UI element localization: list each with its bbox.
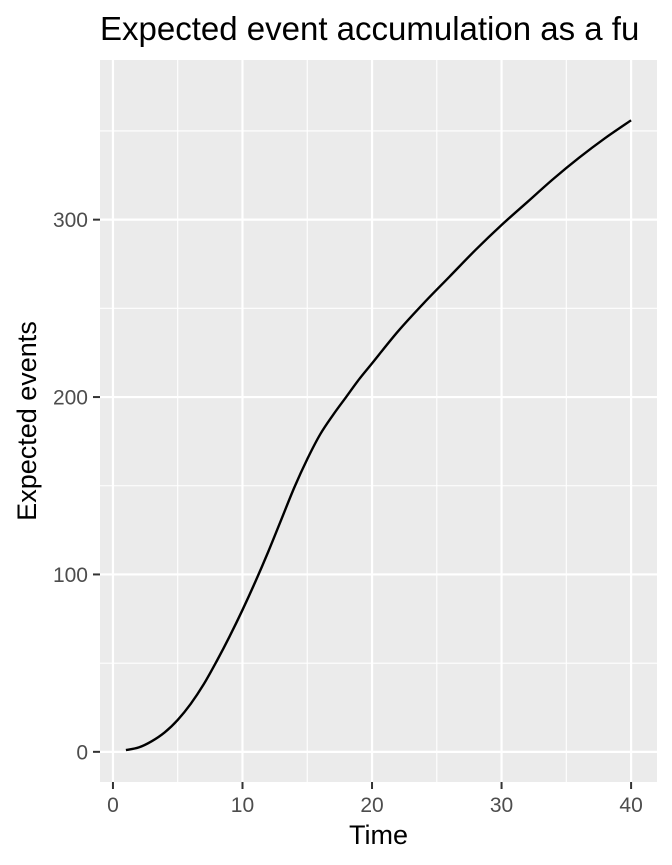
y-axis: 0 100 200 300 bbox=[53, 209, 100, 764]
series-line bbox=[125, 119, 632, 752]
y-tick-label: 200 bbox=[53, 387, 88, 410]
y-tick-label: 100 bbox=[53, 564, 88, 587]
x-tick-label: 10 bbox=[231, 794, 254, 817]
x-tick-label: 30 bbox=[490, 794, 513, 817]
x-tick-label: 20 bbox=[360, 794, 383, 817]
x-axis: 0 10 20 30 40 bbox=[107, 782, 643, 817]
x-tick-label: 0 bbox=[107, 794, 119, 817]
plot-panel bbox=[100, 60, 657, 782]
y-axis-title: Expected events bbox=[12, 321, 42, 521]
x-axis-title: Time bbox=[349, 820, 408, 850]
y-tick-label: 0 bbox=[76, 741, 88, 764]
y-tick-label: 300 bbox=[53, 209, 88, 232]
minor-gridlines bbox=[100, 60, 657, 782]
chart-title: Expected event accumulation as a fu bbox=[100, 10, 639, 47]
major-gridlines bbox=[100, 60, 657, 782]
x-tick-label: 40 bbox=[619, 794, 642, 817]
